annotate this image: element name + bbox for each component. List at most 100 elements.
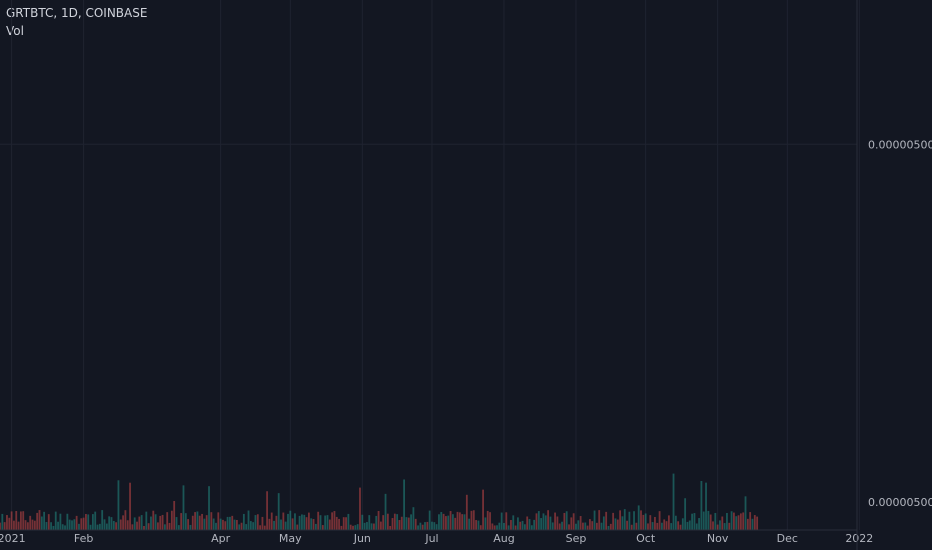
volume-bar bbox=[122, 515, 124, 530]
volume-bar bbox=[651, 522, 654, 530]
volume-bar bbox=[145, 511, 148, 530]
volume-bar bbox=[728, 522, 731, 530]
volume-bar bbox=[166, 512, 169, 530]
volume-bar bbox=[403, 479, 406, 530]
volume-bar bbox=[707, 510, 710, 530]
volume-bar bbox=[163, 524, 166, 530]
volume-bar bbox=[556, 516, 559, 530]
volume-bar bbox=[756, 516, 759, 530]
volume-bar bbox=[20, 511, 22, 530]
volume-bar bbox=[73, 519, 76, 530]
volume-bar bbox=[486, 510, 489, 530]
volume-bar bbox=[210, 512, 213, 530]
volume-bar bbox=[252, 522, 255, 530]
volume-bar bbox=[101, 510, 104, 530]
volume-bar bbox=[621, 516, 624, 530]
volume-bar bbox=[514, 525, 517, 530]
volume-bar bbox=[154, 514, 157, 530]
volume-bar bbox=[626, 520, 628, 530]
volume-bar bbox=[33, 520, 36, 530]
x-tick-label: 2021 bbox=[0, 532, 26, 545]
volume-bar bbox=[686, 521, 689, 530]
volume-bar bbox=[719, 520, 721, 530]
volume-bar bbox=[537, 511, 540, 530]
volume-bar bbox=[305, 517, 308, 530]
volume-bar bbox=[159, 515, 162, 530]
volume-bar bbox=[363, 522, 366, 530]
volume-bar bbox=[503, 522, 505, 530]
volume-bar bbox=[85, 513, 87, 530]
volume-bar bbox=[442, 513, 445, 530]
volume-bar bbox=[59, 513, 62, 530]
volume-bar bbox=[612, 512, 615, 530]
volume-bar bbox=[182, 485, 185, 530]
volume-bar bbox=[173, 501, 176, 530]
volume-bar bbox=[470, 510, 473, 530]
volume-bar bbox=[136, 521, 138, 530]
volume-bar bbox=[157, 522, 159, 530]
volume-bar bbox=[208, 486, 210, 530]
volume-bar bbox=[275, 515, 278, 530]
volume-bar bbox=[294, 513, 296, 530]
volume-bar bbox=[326, 515, 329, 530]
volume-bar bbox=[361, 514, 364, 530]
x-tick-label: Dec bbox=[777, 532, 798, 545]
volume-bar bbox=[665, 521, 668, 530]
volume-bar bbox=[733, 512, 735, 530]
volume-bar bbox=[61, 524, 64, 530]
volume-bar bbox=[600, 522, 603, 530]
volume-bar bbox=[147, 523, 150, 530]
volume-bar bbox=[321, 525, 324, 530]
volume-bar bbox=[533, 519, 536, 530]
volume-bar bbox=[289, 510, 292, 530]
volume-bar bbox=[57, 521, 59, 530]
volume-bar bbox=[247, 510, 250, 530]
volume-bar bbox=[124, 510, 127, 530]
volume-bar bbox=[312, 519, 315, 530]
volume-bar bbox=[609, 523, 612, 530]
volume-bar bbox=[233, 519, 236, 530]
volume-bar bbox=[266, 491, 268, 530]
volume-bar bbox=[31, 519, 34, 530]
volume-bar bbox=[586, 525, 589, 530]
volume-bar bbox=[547, 510, 550, 530]
volume-bar bbox=[175, 517, 178, 530]
volume-bar bbox=[688, 520, 691, 530]
volume-bar bbox=[426, 521, 429, 530]
volume-bar bbox=[349, 524, 352, 530]
volume-bar bbox=[542, 513, 545, 530]
volume-bar bbox=[303, 514, 306, 530]
volume-bar bbox=[521, 520, 524, 530]
volume-bar bbox=[630, 524, 633, 530]
volume-bar bbox=[219, 518, 222, 530]
volume-bar bbox=[29, 515, 32, 530]
volume-bar bbox=[226, 516, 229, 530]
volume-bar bbox=[352, 525, 354, 530]
volume-bar bbox=[379, 521, 382, 530]
x-tick-label: Jul bbox=[424, 532, 438, 545]
volume-bar bbox=[698, 518, 700, 530]
volume-bar bbox=[607, 525, 610, 530]
volume-bar bbox=[150, 516, 152, 530]
volume-bar bbox=[180, 513, 183, 530]
volume-bar bbox=[152, 510, 155, 530]
volume-bar bbox=[458, 512, 461, 530]
volume-bar bbox=[375, 515, 378, 530]
volume-bar bbox=[593, 510, 596, 530]
volume-bar bbox=[565, 511, 568, 530]
volume-bar bbox=[398, 520, 401, 530]
volume-bar bbox=[498, 522, 501, 530]
volume-bar bbox=[584, 522, 587, 530]
volume-bar bbox=[663, 519, 666, 530]
volume-bar bbox=[359, 487, 361, 530]
volume-bar bbox=[739, 513, 742, 530]
volume-bar bbox=[212, 518, 215, 530]
volume-bar bbox=[407, 517, 410, 530]
volume-bar bbox=[133, 517, 136, 530]
volume-bar bbox=[405, 517, 408, 530]
volume-bar bbox=[463, 514, 466, 530]
volume-bar bbox=[94, 511, 97, 530]
volume-bar bbox=[479, 525, 482, 530]
volume-bar bbox=[737, 515, 740, 530]
